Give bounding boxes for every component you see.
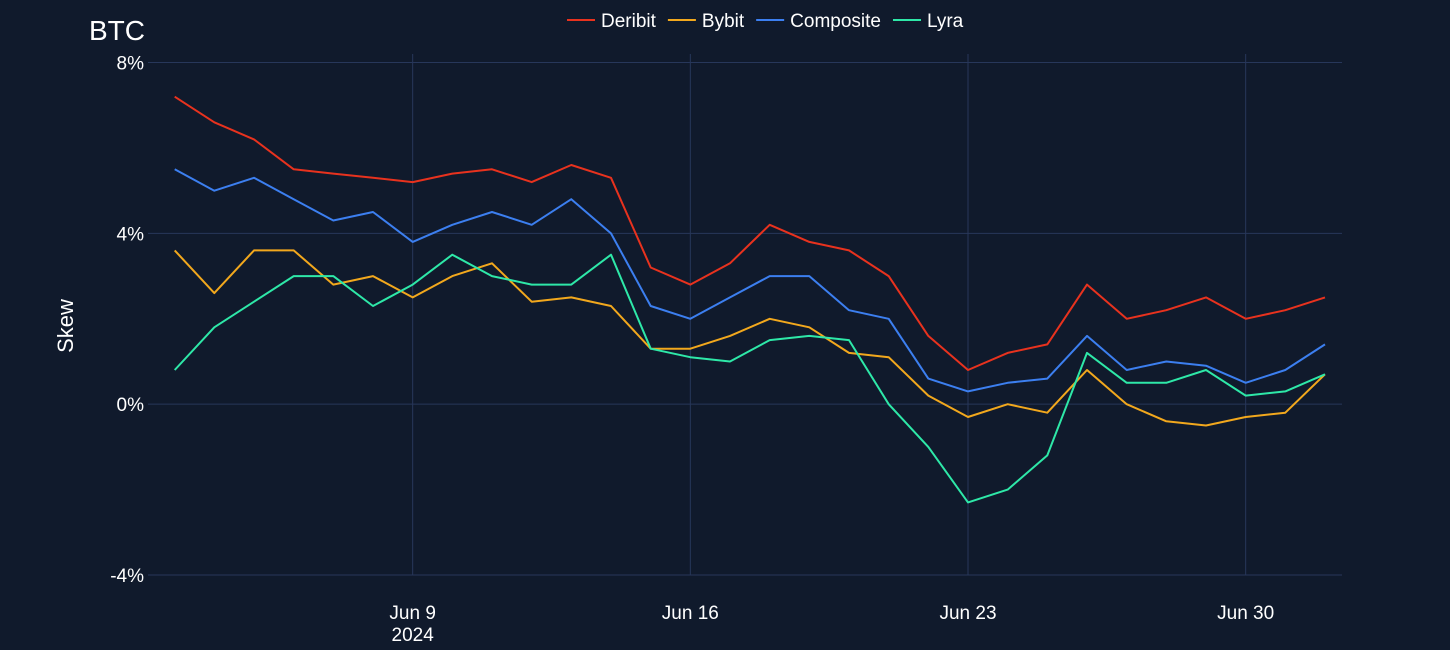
x-tick-label: Jun 30	[1217, 603, 1274, 624]
chart-title: BTC	[89, 15, 145, 46]
y-tick-label: 8%	[117, 54, 145, 75]
series-line	[174, 168, 1326, 393]
y-tick-label: -4%	[110, 566, 144, 587]
legend-item: Composite	[756, 11, 881, 32]
legend-label: Bybit	[702, 11, 745, 32]
legend-label: Deribit	[601, 11, 657, 32]
series-line	[173, 249, 1326, 427]
legend-label: Lyra	[927, 11, 964, 32]
grid	[148, 54, 1342, 576]
x-tick-label: Jun 16	[662, 603, 719, 624]
y-tick-label: 0%	[117, 395, 145, 416]
y-axis-label: Skew	[53, 299, 78, 353]
y-tick-label: 4%	[117, 224, 145, 245]
legend-label: Composite	[790, 11, 881, 32]
legend: Deribit Bybit Composite Lyra	[567, 11, 964, 32]
series-line	[174, 95, 1326, 371]
legend-item: Deribit	[567, 11, 657, 32]
legend-item: Lyra	[892, 11, 964, 32]
x-tick-label: Jun 23	[939, 603, 996, 624]
series-line	[173, 253, 1326, 504]
legend-item: Bybit	[667, 11, 745, 32]
x-tick-label: Jun 9 2024	[389, 603, 435, 646]
